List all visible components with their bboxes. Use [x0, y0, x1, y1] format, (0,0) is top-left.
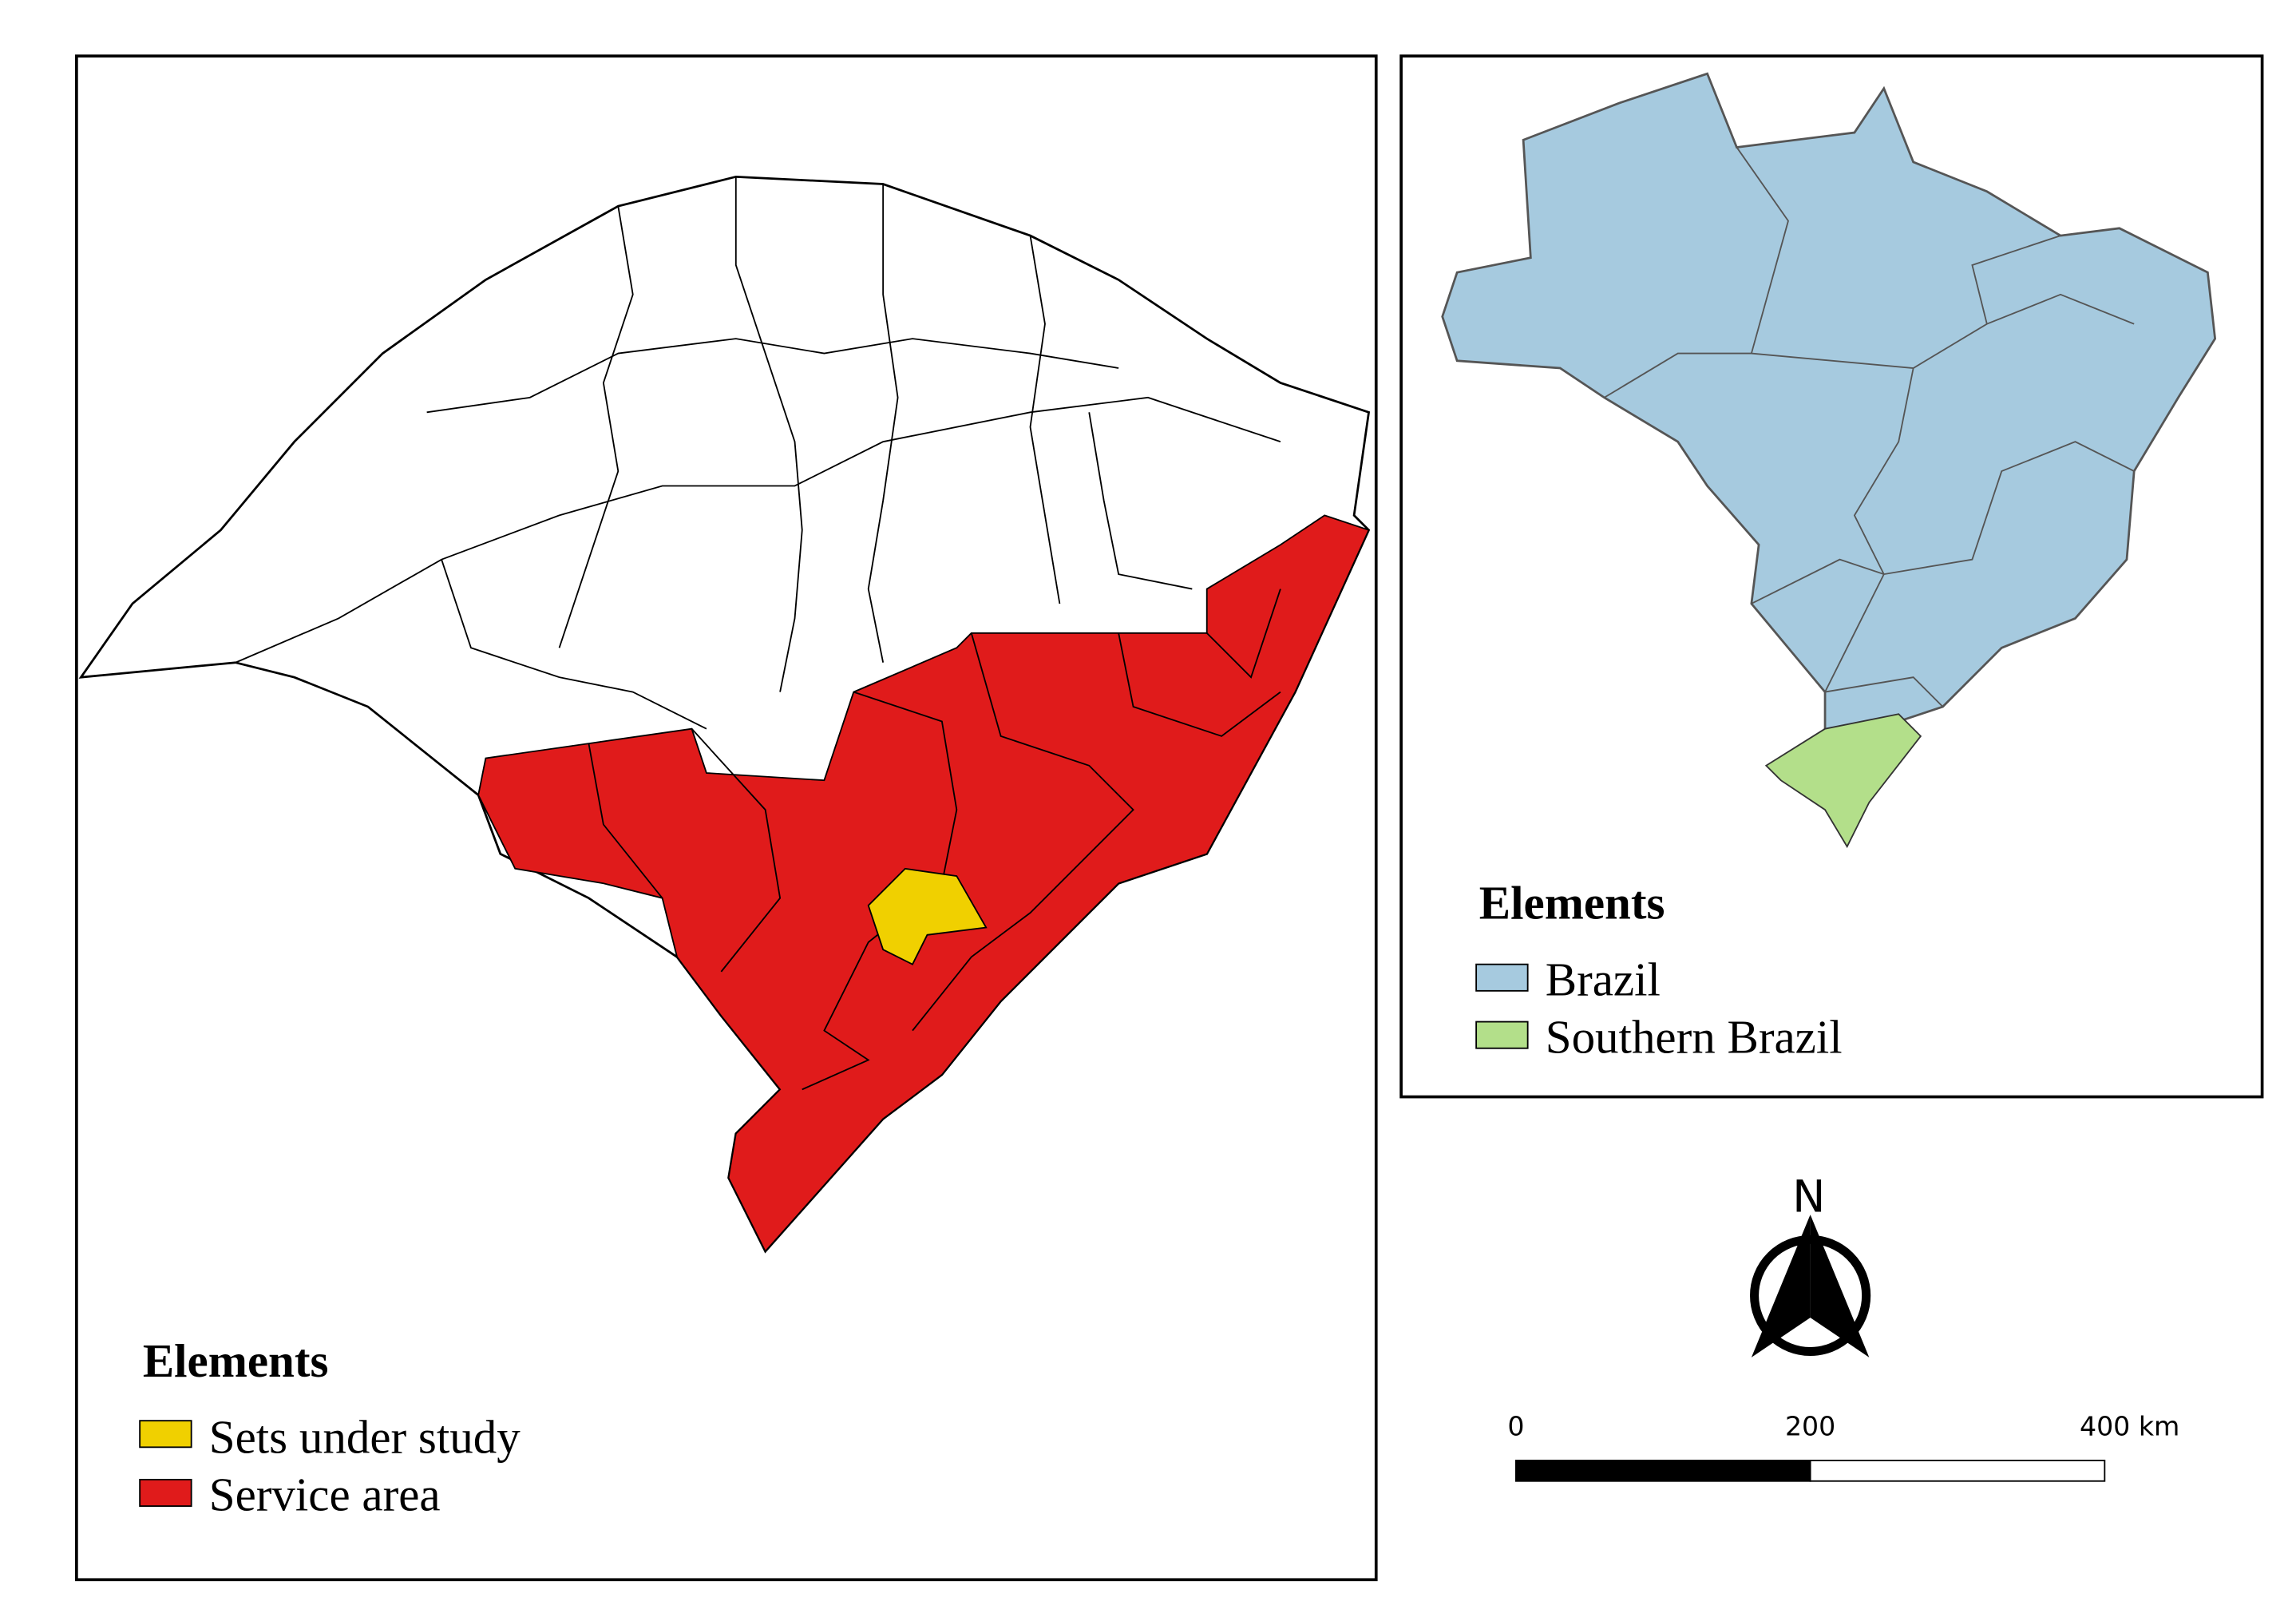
- scale-bar-segment: [1514, 1460, 1811, 1482]
- scale-label: 400 km: [2080, 1411, 2179, 1442]
- legend-item: Service area: [209, 1468, 441, 1521]
- scale-label: 200: [1785, 1411, 1835, 1442]
- legend-swatch: [139, 1478, 192, 1508]
- municipal-borders: [235, 176, 1281, 730]
- scale-label: 0: [1507, 1411, 1524, 1442]
- legend-item: Sets under study: [209, 1411, 521, 1464]
- sets-under-study: [867, 867, 988, 965]
- brazil: [1441, 72, 2217, 738]
- legend-item: Brazil: [1546, 953, 1661, 1005]
- legend-swatch: [139, 1420, 192, 1449]
- legend-title: Elements: [1479, 877, 1665, 929]
- legend-title: Elements: [143, 1334, 329, 1387]
- legend-item: Southern Brazil: [1546, 1010, 1843, 1063]
- scale-bar-segment: [1809, 1460, 2106, 1482]
- southern-brazil: [1764, 713, 1922, 849]
- legend-swatch: [1475, 963, 1529, 992]
- brazil-state-borders: [1604, 146, 2135, 707]
- legend-swatch: [1475, 1021, 1529, 1049]
- north-label: N: [1792, 1171, 1825, 1223]
